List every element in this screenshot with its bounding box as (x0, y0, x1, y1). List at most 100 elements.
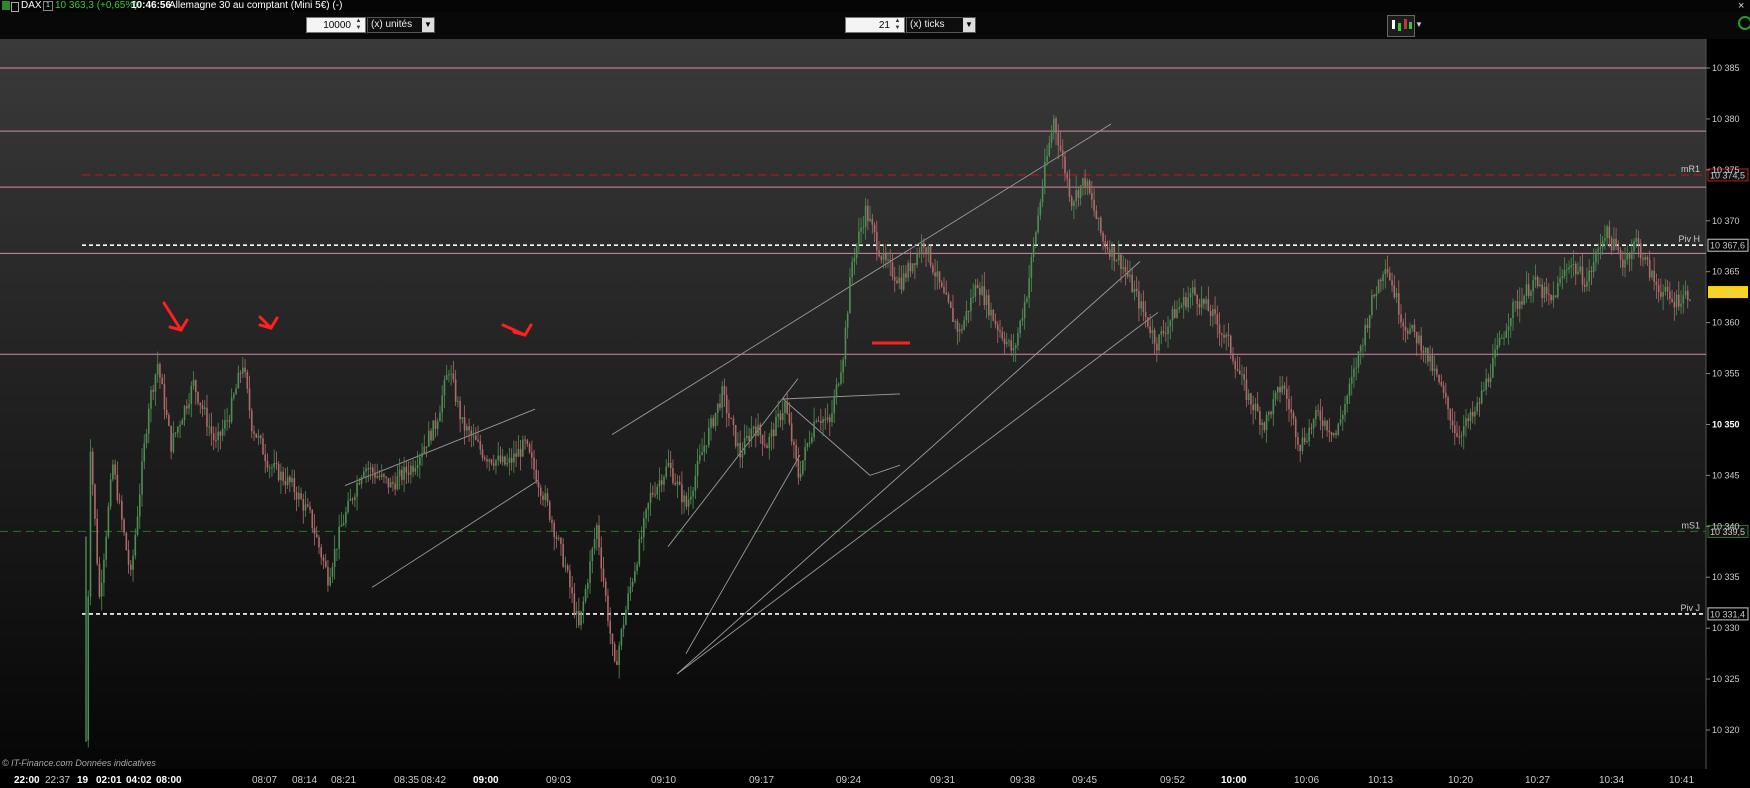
trendline[interactable] (869, 464, 901, 476)
candle-body (676, 481, 679, 485)
trendline[interactable] (676, 312, 1159, 675)
candle-body (1480, 390, 1483, 404)
trendline[interactable] (344, 408, 536, 486)
price-chart[interactable]: mR1 10 374,5 Piv H 10 367,6 mS1 10 339,5 Piv J… (0, 39, 1750, 788)
candle-body (452, 373, 455, 380)
refresh-icon[interactable] (1738, 16, 1750, 30)
candle-body (1337, 423, 1340, 435)
time-tick-label: 10:27 (1525, 775, 1550, 786)
candle-body (528, 444, 531, 453)
candle-body (374, 472, 376, 478)
candle-body (707, 427, 710, 446)
candle-body (1530, 291, 1532, 296)
time-tick-label: 10:06 (1294, 775, 1319, 786)
trendline[interactable] (676, 261, 1141, 675)
candle-body (1445, 392, 1447, 398)
stepper-arrows-icon[interactable]: ▲ ▼ (355, 18, 362, 31)
candle-body (1111, 246, 1113, 257)
chart-style-icon[interactable] (1387, 15, 1415, 37)
trendline[interactable] (611, 123, 1112, 436)
quantity-unit-select[interactable]: (x) unités ▼ (367, 17, 435, 33)
quantity-stepper[interactable]: 10000 ▲ ▼ (306, 17, 366, 33)
candle-body (1364, 325, 1366, 346)
candle-body (687, 499, 690, 507)
candle-body (907, 262, 909, 278)
ticks-stepper[interactable]: 21 ▲ ▼ (845, 17, 905, 33)
candle-body (179, 424, 181, 427)
candle-body (1359, 346, 1362, 352)
pivot-name-label: mS1 (1681, 520, 1700, 530)
ticks-value: 21 (878, 20, 890, 31)
candle-body (121, 500, 123, 520)
time-tick-label: 10:34 (1599, 775, 1624, 786)
candle-body (230, 397, 233, 422)
candle-body (999, 330, 1001, 332)
chevron-down-icon[interactable]: ▼ (963, 18, 975, 32)
red-arrow-annotation[interactable] (258, 315, 279, 330)
stepper-arrows-icon[interactable]: ▲ ▼ (894, 18, 901, 31)
candle-body (239, 372, 242, 374)
candle-body (345, 511, 347, 524)
candle-body (589, 561, 591, 584)
candle-body (1158, 334, 1160, 351)
candle-body (441, 395, 443, 413)
trendline[interactable] (685, 454, 801, 654)
trendlines (344, 123, 1159, 675)
trendline[interactable] (782, 393, 901, 400)
minimize-icon[interactable]: 1 (43, 1, 53, 11)
candle-body (483, 457, 486, 460)
window-icon (11, 2, 19, 12)
candle-body (311, 509, 314, 528)
candle-body (1245, 379, 1248, 401)
candle-body (170, 425, 172, 452)
candle-body (1265, 414, 1268, 430)
candle-body (349, 498, 352, 501)
candle-body (293, 478, 296, 493)
chevron-down-icon[interactable]: ▼ (422, 18, 434, 32)
candle-body (681, 484, 683, 503)
close-icon[interactable]: × (1738, 0, 1745, 12)
candle-body (289, 476, 291, 483)
candle-body (781, 413, 784, 421)
candle-body (1055, 118, 1057, 133)
candle-body (777, 413, 780, 417)
candle-body (961, 329, 963, 331)
candle-body (331, 566, 334, 577)
candle-body (896, 280, 898, 284)
candle-body (920, 242, 923, 254)
candle-body (1209, 311, 1212, 317)
candle-body (674, 483, 676, 485)
candle-body (582, 601, 585, 612)
candle-body (699, 455, 701, 461)
candle-body (1346, 395, 1349, 405)
trendline[interactable] (782, 398, 871, 476)
candle-body (1140, 301, 1142, 309)
candle-body (224, 420, 226, 429)
candle-body (1613, 238, 1615, 251)
candle-body (430, 430, 432, 441)
red-arrow-annotation[interactable] (162, 301, 189, 332)
candle-body (515, 453, 517, 457)
red-arrow-annotation[interactable] (501, 323, 533, 337)
candle-body (1227, 334, 1230, 336)
candle-body (306, 504, 309, 507)
candle-body (1308, 427, 1310, 441)
candle-body (853, 258, 856, 262)
candle-body (658, 480, 661, 487)
candle-body (1041, 186, 1044, 203)
candle-body (551, 519, 553, 523)
candle-body (609, 620, 612, 634)
candle-body (613, 644, 616, 662)
candle-body (508, 457, 511, 463)
candle-body (1516, 301, 1519, 309)
ticks-unit-select[interactable]: (x) ticks ▼ (906, 17, 976, 33)
trendline[interactable] (667, 378, 799, 547)
candle-body (506, 462, 508, 465)
candle-body (174, 432, 177, 434)
trendline[interactable] (371, 480, 539, 588)
chart-style-dropdown-icon[interactable]: ▼ (1415, 20, 1423, 29)
candle-body (107, 506, 110, 537)
candle-body (481, 449, 484, 458)
candle-body (1503, 337, 1505, 339)
candle-body (1675, 294, 1678, 308)
